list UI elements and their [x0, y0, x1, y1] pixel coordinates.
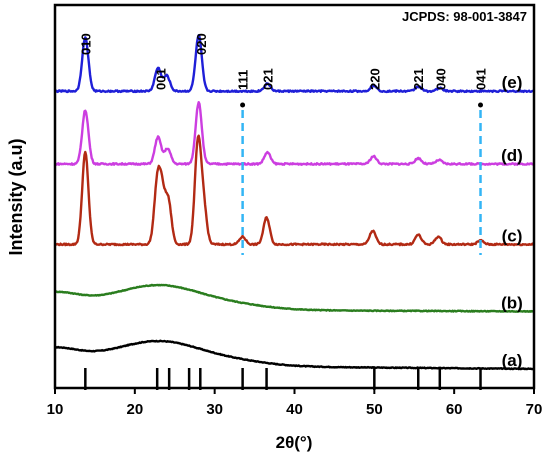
series-label-d: (d): [501, 146, 523, 165]
series-line-a: [54, 339, 535, 371]
plot-area: (a) (b) (c) (d) (e) 010 001 020 111 021 220 221 040 0…: [54, 33, 535, 390]
reference-marker-dot: [240, 102, 246, 108]
x-tick-label: 60: [446, 401, 463, 418]
peak-label: 020: [194, 33, 209, 55]
peak-label: 220: [367, 68, 382, 90]
reference-marker-dot: [478, 102, 484, 108]
x-tick-label: 10: [47, 401, 64, 418]
y-axis-label: Intensity (a.u): [6, 138, 26, 255]
plot-frame: [53, 3, 536, 390]
peak-label: 111: [236, 70, 251, 90]
x-tick-label: 50: [366, 401, 383, 418]
x-tick-label: 30: [206, 401, 223, 418]
series-label-a: (a): [502, 351, 523, 370]
series-line-c: [54, 134, 535, 247]
series-line-b: [54, 283, 535, 313]
series-label-b: (b): [501, 293, 523, 312]
x-axis: 10 20 30 40 50 60 70: [47, 388, 543, 418]
peak-label: 001: [153, 68, 168, 90]
peak-label: 021: [260, 68, 275, 90]
series-label-e: (e): [502, 73, 523, 92]
series-line-e: [54, 34, 535, 94]
x-tick-label: 40: [286, 401, 303, 418]
peak-label: 221: [411, 68, 426, 90]
series-label-c: (c): [502, 226, 523, 245]
x-tick-label: 20: [126, 401, 143, 418]
peak-label: 010: [78, 33, 93, 55]
x-tick-label: 70: [526, 401, 543, 418]
series-line-d: [54, 100, 535, 166]
x-axis-label: 2θ(°): [276, 433, 313, 452]
peak-label: 041: [474, 68, 489, 90]
peak-label: 040: [434, 68, 449, 90]
jcpds-annotation: JCPDS: 98-001-3847: [402, 9, 527, 24]
